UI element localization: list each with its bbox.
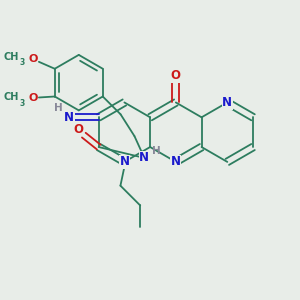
- Text: N: N: [171, 155, 181, 168]
- Text: N: N: [222, 96, 232, 109]
- Text: CH: CH: [4, 52, 19, 62]
- Text: O: O: [74, 123, 84, 136]
- Text: N: N: [64, 111, 74, 124]
- Text: H: H: [54, 103, 62, 113]
- Text: H: H: [152, 146, 161, 156]
- Text: CH: CH: [4, 92, 19, 103]
- Text: O: O: [171, 69, 181, 82]
- Text: N: N: [119, 155, 129, 168]
- Text: N: N: [140, 152, 149, 164]
- Text: O: O: [28, 54, 38, 64]
- Text: O: O: [28, 94, 38, 103]
- Text: 3: 3: [20, 99, 25, 108]
- Text: 3: 3: [20, 58, 25, 67]
